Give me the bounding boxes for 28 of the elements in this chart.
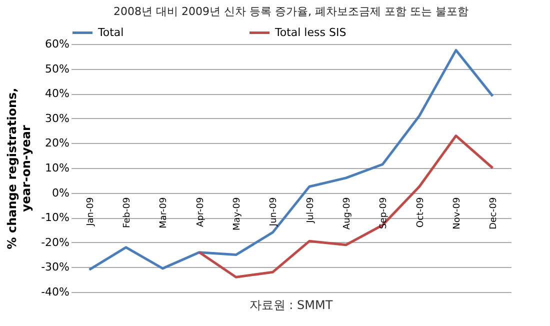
x-tick-label: Mar-09 — [159, 197, 170, 228]
y-tick-label: 40% — [45, 87, 70, 100]
text: 자료원 : SMMT — [249, 298, 334, 312]
chart-title: 2008년 대비 2009년 신차 등록 증가율, 폐차보조금제 포함 또는 불포함 — [114, 5, 468, 18]
y-tick-label: 0% — [52, 186, 70, 200]
y-tick-label: -40% — [41, 286, 70, 298]
legend-label: Total less SIS — [274, 26, 346, 39]
x-tick-label: Aug-09 — [342, 197, 352, 230]
y-tick-label: -30% — [41, 260, 70, 274]
y-tick-label: 30% — [45, 112, 70, 125]
x-tick-label: Jul-09 — [306, 197, 316, 224]
y-tick-label: 20% — [45, 136, 70, 150]
x-tick-label: Sep-09 — [379, 197, 390, 229]
x-tick-label: May-09 — [232, 197, 242, 230]
y-tick-label: 60% — [45, 38, 70, 50]
x-tick-label: Feb-09 — [122, 197, 132, 228]
y-tick-label: -10% — [41, 211, 70, 224]
x-tick-label: Apr-09 — [196, 197, 206, 228]
y-tick-label: 50% — [45, 62, 70, 76]
x-tick-label: Oct-09 — [416, 197, 426, 228]
y-tick-label: 10% — [45, 162, 70, 174]
y-tick-label: -20% — [41, 236, 70, 249]
x-tick-label: Nov-09 — [452, 197, 462, 230]
y-axis-title: % change registrations, year-on-year — [5, 88, 34, 250]
x-tick-label: Jan-09 — [86, 197, 96, 227]
x-tick-label: Jun-09 — [269, 197, 280, 228]
x-tick-label: Dec-09 — [489, 197, 500, 230]
legend-label: Total — [97, 26, 124, 39]
